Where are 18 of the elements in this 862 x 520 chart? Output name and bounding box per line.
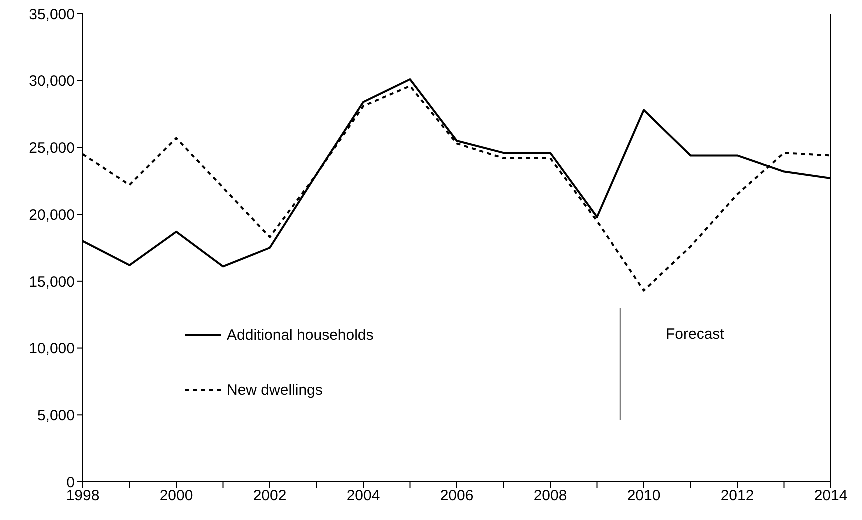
- x-tick-label: 2012: [720, 488, 754, 505]
- x-tick-label: 2008: [534, 488, 568, 505]
- y-tick-label: 10,000: [29, 340, 75, 358]
- y-tick-label: 30,000: [29, 73, 75, 90]
- legend-label: Additional households: [227, 326, 374, 344]
- x-tick-label: 2010: [627, 488, 661, 505]
- y-tick-label: 5,000: [37, 407, 75, 424]
- x-tick-label: 2004: [346, 488, 380, 505]
- legend-label: New dwellings: [227, 382, 323, 398]
- x-tick-label: 2014: [814, 488, 848, 505]
- y-tick-label: 15,000: [29, 274, 75, 291]
- x-tick-label: 2006: [440, 488, 474, 505]
- y-tick-label: 35,000: [29, 6, 75, 24]
- annotation: Forecast: [666, 326, 724, 343]
- y-tick-label: 25,000: [29, 140, 75, 158]
- x-tick-label: 2002: [253, 488, 287, 505]
- x-tick-label: 2000: [160, 488, 194, 505]
- y-tick-label: 20,000: [29, 206, 75, 224]
